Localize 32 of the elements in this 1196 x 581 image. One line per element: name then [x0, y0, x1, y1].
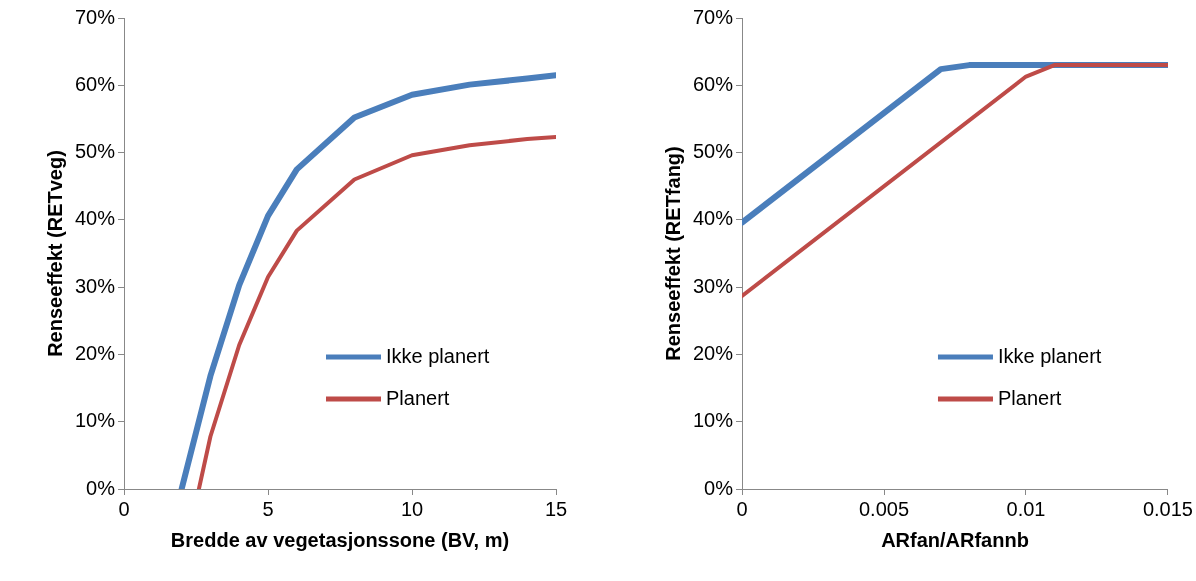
x-tick-label: 5: [262, 497, 274, 520]
y-tick-label: 50%: [693, 140, 734, 163]
legend-label: Ikke planert: [386, 344, 490, 367]
x-tick-label: 0: [118, 497, 130, 520]
y-tick-label: 40%: [75, 207, 116, 230]
x-axis-title: Bredde av vegetasjonssone (BV, m): [170, 528, 510, 551]
y-axis-title: Renseeffekt (RETveg): [43, 150, 66, 357]
legend-label: Ikke planert: [997, 344, 1102, 367]
x-tick-label: 0.015: [1142, 497, 1194, 520]
x-tick-label: 0: [736, 497, 748, 520]
y-tick-label: 70%: [693, 5, 734, 28]
legend-label: Planert: [386, 386, 450, 409]
y-tick-label: 20%: [693, 341, 734, 364]
y-tick-label: 60%: [75, 72, 116, 95]
y-tick-label: 60%: [693, 72, 734, 95]
y-tick-label: 10%: [693, 409, 734, 432]
y-tick-label: 40%: [693, 207, 734, 230]
x-tick-label: 0.005: [858, 497, 910, 520]
legend-label: Planert: [997, 386, 1062, 409]
y-tick-label: 20%: [75, 341, 116, 364]
y-tick-label: 30%: [693, 274, 734, 297]
y-tick-label: 70%: [75, 5, 116, 28]
y-tick-label: 50%: [75, 140, 116, 163]
x-tick-label: 15: [544, 497, 568, 520]
y-tick-label: 30%: [75, 274, 116, 297]
x-tick-label: 10: [400, 497, 424, 520]
y-tick-label: 0%: [86, 476, 116, 499]
y-tick-label: 0%: [704, 476, 734, 499]
x-tick-label: 0.01: [1006, 497, 1046, 520]
y-tick-label: 10%: [75, 409, 116, 432]
y-axis-title: Renseeffekt (RETfang): [661, 146, 684, 361]
x-axis-title: ARfan/ARfannb: [881, 528, 1029, 551]
